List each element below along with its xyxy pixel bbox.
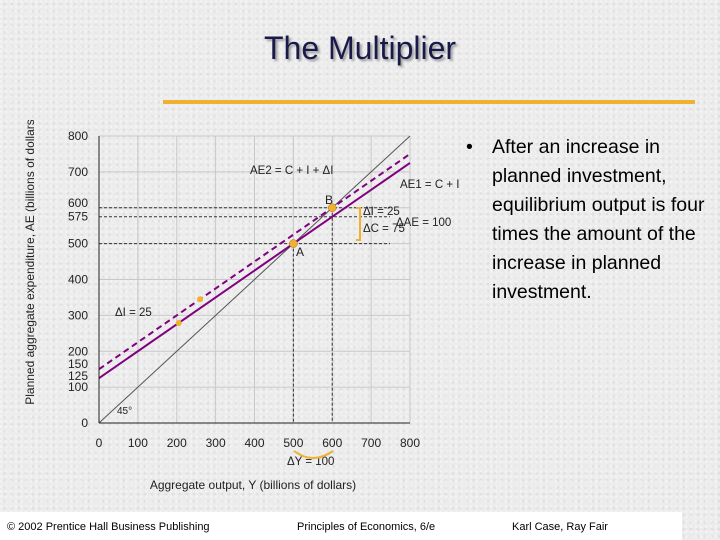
y-tick-label: 0: [81, 416, 88, 430]
x-tick-label: 800: [400, 436, 420, 450]
footer-copyright: © 2002 Prentice Hall Business Publishing: [7, 521, 210, 533]
y-tick-label: 400: [68, 273, 88, 287]
y-tick-label: 575: [68, 210, 88, 224]
y-axis-title: Planned aggregate expenditure, AE (billi…: [23, 120, 37, 405]
title-underline: [163, 100, 695, 104]
delta-ae-label: ΔAE = 100: [396, 217, 451, 229]
series-line-2: [98, 153, 411, 371]
point-a-label: A: [296, 245, 304, 259]
reference-lines: [99, 207, 390, 423]
delta-c-label: ΔC = 75: [363, 223, 405, 235]
delta-i-left-label: ΔI = 25: [115, 307, 152, 319]
y-tick-label: 200: [68, 344, 88, 358]
x-tick-label: 100: [128, 436, 148, 450]
slide-title: The Multiplier: [263, 30, 457, 66]
footer-bar: © 2002 Prentice Hall Business Publishing…: [0, 512, 682, 540]
multiplier-chart: 0 100 200 300 400 500 600 700 800 01001251502003…: [23, 120, 459, 492]
equilibrium-points: [175, 203, 337, 326]
bullet-symbol: •: [466, 136, 473, 158]
x-tick-label: 600: [322, 436, 342, 450]
bullet-text: After an increase in planned investment,…: [492, 136, 705, 303]
x-tick-labels: 0 100 200 300 400 500 600 700 800: [96, 436, 421, 450]
y-tick-label: 100: [68, 380, 88, 394]
footer-authors: Karl Case, Ray Fair: [512, 521, 608, 533]
x-axis-title: Aggregate output, Y (billions of dollars…: [150, 478, 356, 492]
delta-i-marker-upper: [197, 296, 204, 303]
ae1-label: AE1 = C + I: [400, 179, 459, 191]
y-tick-label: 300: [68, 308, 88, 322]
x-tick-label: 0: [96, 436, 103, 450]
y-tick-label: 600: [68, 196, 88, 210]
y-tick-label: 700: [68, 165, 88, 179]
angle-label: 45°: [117, 406, 132, 417]
delta-i-label: ΔI = 25: [363, 206, 400, 218]
ae2-label: AE2 = C + I + ΔI: [250, 165, 333, 177]
x-tick-label: 700: [361, 436, 381, 450]
x-tick-label: 200: [167, 436, 187, 450]
x-tick-label: 400: [244, 436, 264, 450]
chart-axes: [98, 136, 410, 424]
y-tick-label: 125: [68, 369, 88, 383]
delta-y-brace: [293, 450, 334, 459]
x-tick-label: 300: [206, 436, 226, 450]
delta-ae-brace: [356, 207, 361, 241]
point-b-label: B: [325, 193, 333, 207]
x-tick-label: 500: [283, 436, 303, 450]
chart-series: [98, 135, 411, 424]
equilibrium-point-a: [289, 239, 298, 248]
equilibrium-point-b: [328, 203, 337, 212]
y-tick-label: 800: [68, 129, 88, 143]
y-tick-label: 500: [68, 237, 88, 251]
y-tick-label: 150: [68, 357, 88, 371]
delta-i-marker: [175, 319, 182, 326]
footer-book-title: Principles of Economics, 6/e: [297, 521, 436, 533]
delta-y-label: ΔY = 100: [287, 456, 334, 468]
series-line-1: [98, 162, 411, 379]
series-line-0: [98, 135, 411, 424]
